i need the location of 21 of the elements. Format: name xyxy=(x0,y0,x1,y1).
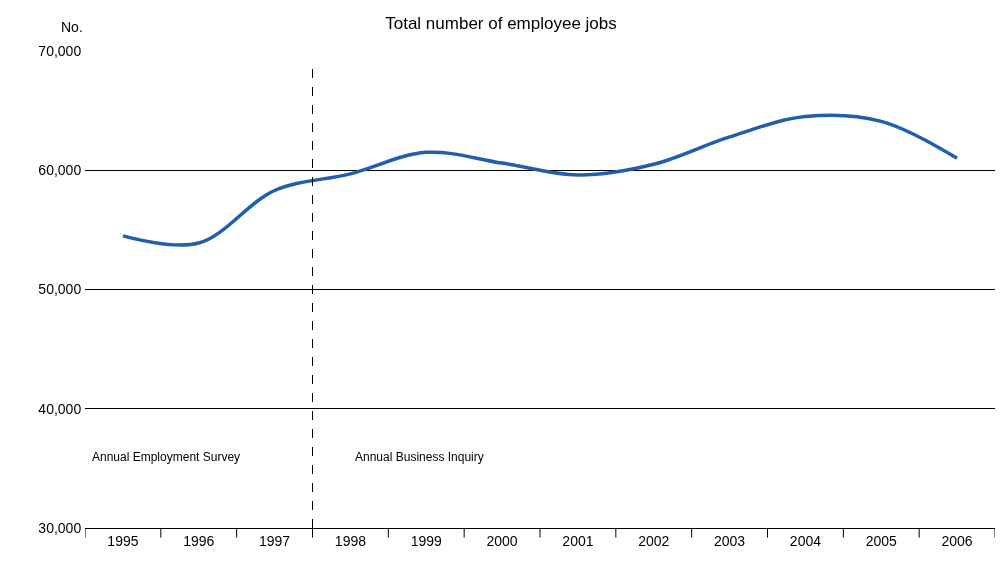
x-tick-label: 2004 xyxy=(789,532,822,549)
x-tick-label: 2003 xyxy=(714,532,746,549)
x-tick-label: 1999 xyxy=(410,532,443,549)
annotation: Annual Business Inquiry xyxy=(355,450,484,464)
chart-title: Total number of employee jobs xyxy=(385,13,617,33)
y-tick-label: 70,000 xyxy=(38,42,82,59)
y-tick-label: 50,000 xyxy=(38,281,82,298)
y-tick-label: 40,000 xyxy=(38,400,82,417)
x-tick-label: 1997 xyxy=(259,532,291,549)
x-tick-label: 2006 xyxy=(941,532,973,549)
x-tick-label: 2005 xyxy=(865,532,898,549)
x-tick-label: 2002 xyxy=(638,532,670,549)
x-tick-label: 1996 xyxy=(183,532,215,549)
annotation: Annual Employment Survey xyxy=(92,450,241,464)
x-tick-label: 1995 xyxy=(107,532,139,549)
x-tick-label: 2001 xyxy=(562,532,594,549)
x-tick-label: 2000 xyxy=(486,532,518,549)
y-axis-title: No. xyxy=(61,19,83,35)
y-tick-label: 60,000 xyxy=(38,162,82,179)
y-tick-label: 30,000 xyxy=(38,519,82,536)
x-tick-label: 1998 xyxy=(334,532,367,549)
